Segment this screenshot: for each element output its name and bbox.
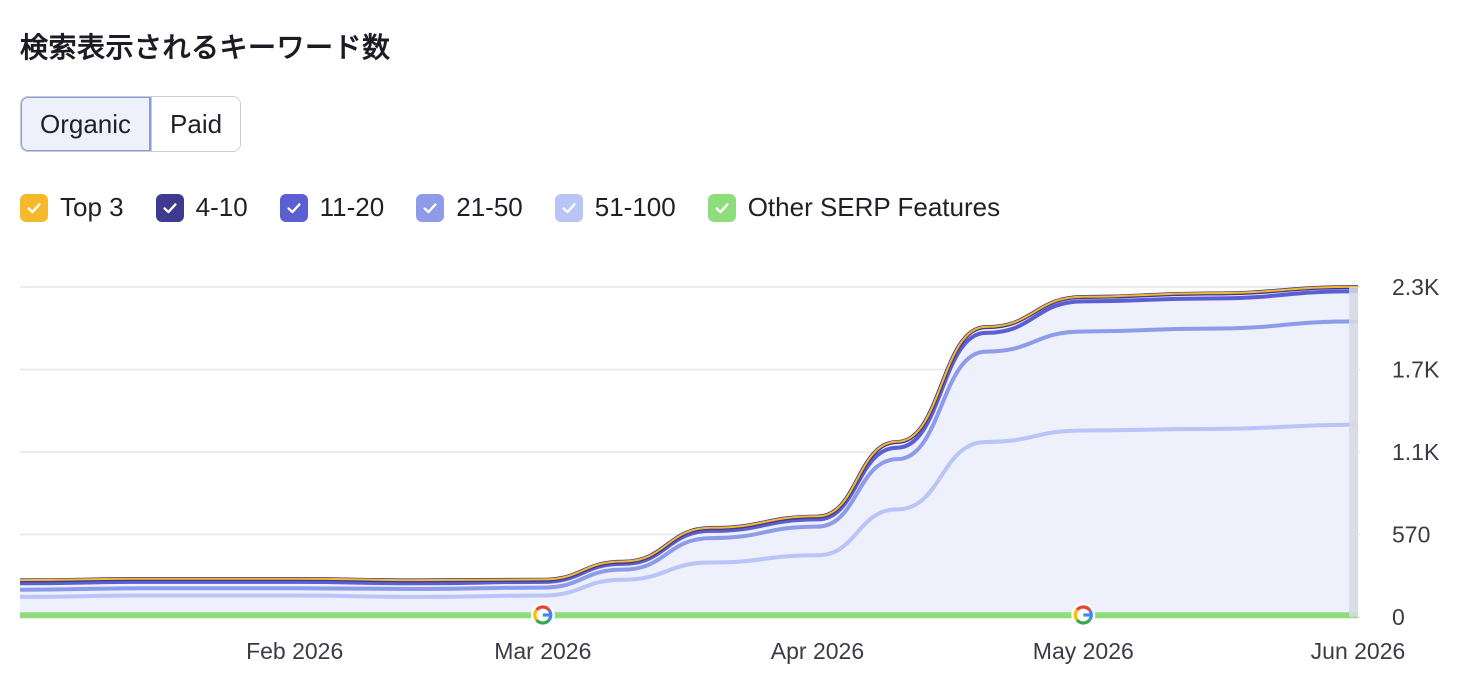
legend-label: 11-20 <box>319 192 385 222</box>
y-tick-label: 1.7K <box>1392 357 1440 383</box>
hover-cursor-band <box>1349 287 1358 617</box>
legend-item-11-20[interactable]: 11-20 <box>279 192 385 223</box>
icon-arc <box>1073 608 1079 622</box>
y-axis: 2.3K 1.7K 1.1K 570 0 <box>1392 274 1440 630</box>
icon-arc <box>1075 605 1092 612</box>
y-tick-label: 2.3K <box>1392 274 1440 300</box>
series-line-21-50 <box>19 319 1359 592</box>
chart-areas <box>20 286 1358 617</box>
legend-item-21-50[interactable]: 21-50 <box>416 192 523 223</box>
y-tick-label: 0 <box>1392 604 1405 630</box>
legend-label: Top 3 <box>60 192 124 222</box>
checkbox-icon[interactable] <box>155 193 184 222</box>
checkbox-icon[interactable] <box>279 193 308 222</box>
area-fill <box>20 286 1358 617</box>
x-axis: Feb 2026 Mar 2026 Apr 2026 May 2026 Jun 2026 <box>246 638 1405 664</box>
legend-label: 51-100 <box>594 192 676 222</box>
google-update-icon <box>530 603 555 627</box>
page-title: 検索表示されるキーワード数 <box>20 31 391 64</box>
legend-item-4-10[interactable]: 4-10 <box>155 192 248 223</box>
x-tick-label: Mar 2026 <box>494 638 591 664</box>
x-tick-label: Feb 2026 <box>246 638 343 664</box>
x-tick-label: Apr 2026 <box>771 638 864 664</box>
checkbox-icon[interactable] <box>20 193 48 222</box>
chart-cursor <box>1349 287 1358 617</box>
legend-item-51-100[interactable]: 51-100 <box>554 192 676 223</box>
paid-tab[interactable]: Paid <box>151 97 241 151</box>
x-tick-label: May 2026 <box>1033 638 1134 664</box>
legend-label: 21-50 <box>456 192 523 222</box>
legend-item-other-serp[interactable]: Other SERP Features <box>707 192 1001 223</box>
legend-label: 4-10 <box>195 192 248 222</box>
checkbox-icon[interactable] <box>707 193 736 222</box>
checkbox-icon[interactable] <box>554 193 583 222</box>
icon-arc <box>535 618 551 625</box>
legend-item-top3[interactable]: Top 3 <box>20 192 124 223</box>
area-chart[interactable]: 2.3K 1.7K 1.1K 570 0 Feb 2026 Mar 2026 Apr 202… <box>0 270 1480 680</box>
chart-lines <box>19 285 1359 619</box>
chart-legend: Top 3 4-10 11-20 21-50 51-100 Other SERP… <box>20 192 1032 223</box>
organic-paid-toggle: Organic Paid <box>20 96 242 152</box>
series-line-11-20 <box>19 289 1359 586</box>
legend-label: Other SERP Features <box>747 192 1001 222</box>
series-line-51-100 <box>19 422 1359 599</box>
series-line-top-3 <box>19 285 1359 582</box>
y-tick-label: 1.1K <box>1392 439 1440 465</box>
y-tick-label: 570 <box>1392 522 1430 548</box>
google-update-icon <box>1071 603 1096 627</box>
icon-arc <box>1075 618 1092 625</box>
organic-tab[interactable]: Organic <box>21 97 152 151</box>
x-tick-label: Jun 2026 <box>1311 638 1406 664</box>
icon-arc <box>535 605 551 612</box>
icon-arc <box>533 608 538 622</box>
checkbox-icon[interactable] <box>416 193 445 222</box>
chart-annotations <box>530 603 1096 627</box>
